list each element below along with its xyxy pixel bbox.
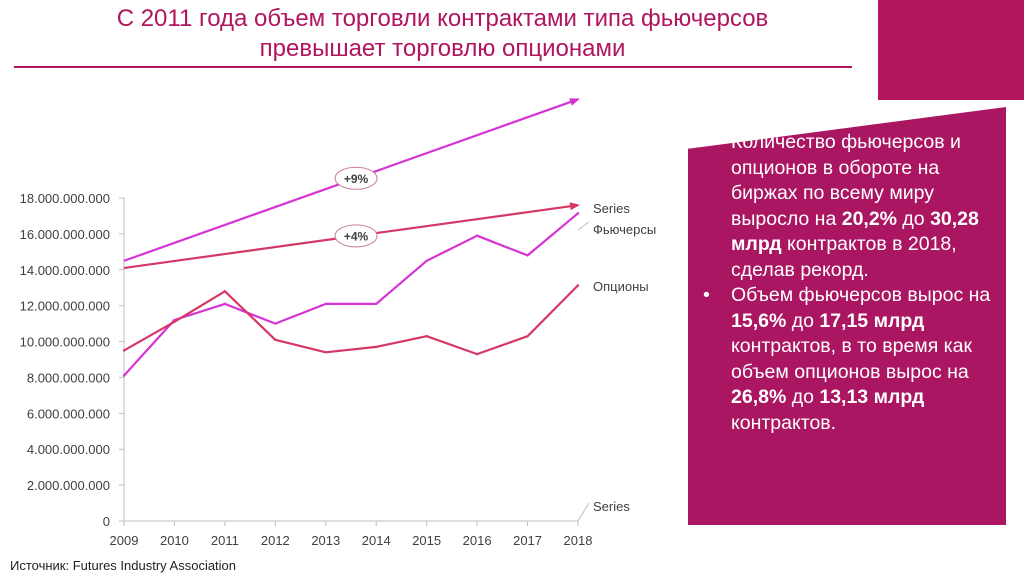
y-tick-label: 8.000.000.000	[27, 370, 110, 385]
slide-title: С 2011 года объем торговли контрактами т…	[20, 4, 865, 64]
x-tick-label: 2011	[211, 533, 239, 548]
series-label-futures: Фьючерсы	[593, 222, 656, 237]
data-point	[122, 349, 126, 352]
x-tick-label: 2016	[463, 533, 492, 548]
y-tick-label: 18.000.000.000	[20, 191, 110, 206]
bullet2-bold-3: 26,8%	[731, 386, 787, 408]
series-label-leader	[577, 502, 590, 522]
bullet2-bold-1: 15,6%	[731, 309, 787, 332]
bullet2-text-5: контрактов.	[731, 411, 837, 434]
series-label-top: Series	[593, 201, 630, 216]
y-tick-label: 6.000.000.000	[27, 406, 110, 421]
y-tick-label: 14.000.000.000	[20, 263, 110, 278]
y-tick-label: 2.000.000.000	[27, 478, 110, 493]
title-underline	[14, 66, 852, 68]
bullet1-text-1: Количество фьючерсов и опционов в оборот…	[731, 131, 961, 230]
bullet1-text-3: контрактов в 2018, сделав рекорд.	[731, 233, 957, 281]
data-point	[475, 234, 479, 237]
bullet2-bold-2: 17,15 млрд	[819, 309, 925, 332]
bullet2-text-3: контрактов, в то время как объем опционо…	[731, 335, 973, 383]
data-point	[324, 302, 327, 306]
summary-text: Количество фьючерсов и опционов в оборот…	[698, 130, 998, 436]
bullet1-bold-1: 20,2%	[841, 207, 898, 230]
data-point	[324, 351, 327, 354]
data-point	[425, 334, 428, 338]
bullet2-text-2: до	[786, 309, 820, 332]
data-point	[375, 345, 378, 349]
source-note: Источник: Futures Industry Association	[10, 558, 237, 573]
data-point	[375, 302, 378, 306]
data-point	[425, 259, 428, 263]
title-line-2: превышает торговлю опционами	[259, 35, 626, 62]
data-point	[173, 320, 176, 324]
x-tick-label: 2015	[412, 533, 441, 548]
data-point	[274, 338, 277, 341]
trend-badge-label: +9%	[344, 172, 369, 186]
x-tick-label: 2012	[261, 533, 290, 548]
summary-bullet-2: Объем фьючерсов вырос на 15,6% до 17,15 …	[698, 283, 998, 436]
data-point	[526, 334, 529, 338]
data-point	[122, 374, 126, 377]
data-point	[475, 352, 479, 356]
series-label-leader	[577, 221, 590, 231]
trend-badge	[334, 224, 378, 248]
bullet2-bold-4: 13,13 млрд	[819, 386, 925, 408]
series-label-bottom: Series	[593, 499, 630, 514]
series-line-options	[123, 284, 579, 356]
x-tick-label: 2018	[564, 533, 593, 548]
series-label-options: Опционы	[593, 279, 649, 294]
corner-accent-block	[878, 0, 1024, 100]
series-line-futures	[123, 212, 579, 377]
data-point	[526, 254, 529, 257]
x-tick-label: 2009	[110, 533, 139, 548]
bullet1-bold-2: 30,28 млрд	[731, 207, 979, 256]
y-tick-label: 4.000.000.000	[27, 442, 110, 457]
x-tick-label: 2017	[513, 533, 542, 548]
summary-bullet-1: Количество фьючерсов и опционов в оборот…	[698, 130, 998, 283]
x-tick-label: 2010	[160, 533, 189, 548]
bullet2-text-4: до	[786, 386, 820, 408]
data-point	[576, 284, 580, 287]
y-tick-label: 12.000.000.000	[20, 299, 110, 314]
data-point	[576, 212, 580, 215]
data-point	[274, 322, 277, 325]
bullet1-text-2: до	[897, 207, 931, 230]
title-line-1: С 2011 года объем торговли контрактами т…	[116, 5, 769, 32]
x-tick-label: 2013	[311, 533, 340, 548]
trend-badge	[334, 166, 378, 190]
data-point	[223, 302, 227, 306]
data-point	[223, 290, 227, 293]
y-tick-label: 10.000.000.000	[20, 335, 110, 350]
x-tick-label: 2014	[362, 533, 391, 548]
trend-badge-label: +4%	[344, 229, 369, 243]
y-tick-label: 0	[103, 514, 110, 529]
bullet2-text-1: Объем фьючерсов вырос на	[731, 284, 991, 306]
y-tick-label: 16.000.000.000	[20, 227, 110, 242]
